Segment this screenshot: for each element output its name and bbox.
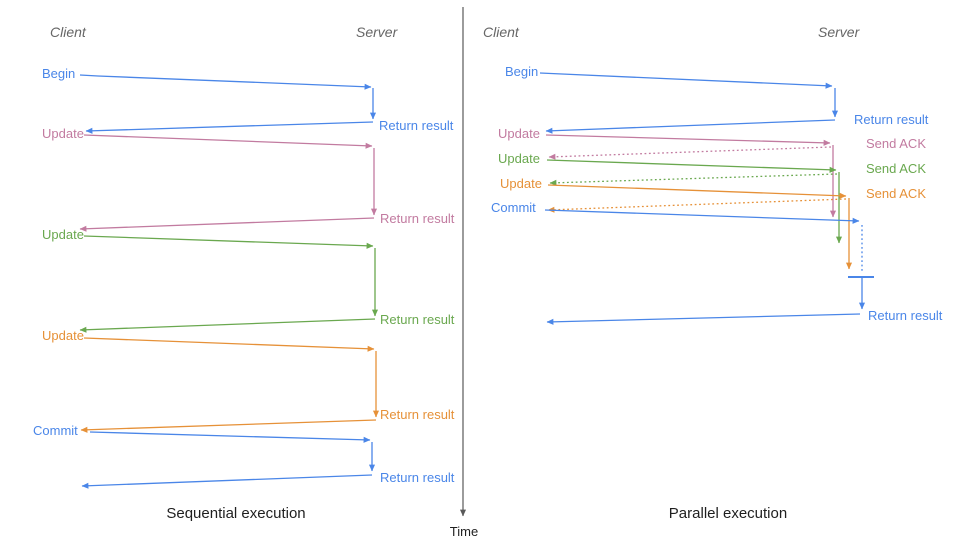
parallel-execution-label-7-send-ack: Send ACK — [866, 186, 926, 201]
sequential-execution-begin-response — [85, 121, 374, 134]
parallel-execution-update3-request — [547, 184, 847, 199]
sequential-execution-label-2-update: Update — [42, 126, 84, 141]
sequential-execution-commit-request — [89, 431, 371, 443]
sequential-execution-label-1-return-result: Return result — [379, 118, 454, 133]
sequential-execution-update2-request — [83, 235, 374, 249]
parallel-execution-update2-ack — [549, 173, 838, 186]
sequential-execution-label-3-return-result: Return result — [380, 211, 455, 226]
sequential-execution-update2-response — [79, 318, 376, 333]
parallel-execution-update3-ack — [547, 198, 847, 213]
sequential-execution-update3-request — [83, 337, 375, 352]
parallel-execution-header-server: Server — [818, 24, 861, 40]
sequential-execution-header-server: Server — [356, 24, 399, 40]
parallel-execution-update2-request — [546, 159, 837, 173]
parallel-execution-header-client: Client — [483, 24, 520, 40]
parallel-execution-commit-request — [544, 209, 860, 224]
sequential-execution-header-client: Client — [50, 24, 87, 40]
sequential-execution-begin-request — [79, 74, 372, 90]
sequential-execution-label-6-update: Update — [42, 328, 84, 343]
time-axis-label: Time — [450, 524, 478, 539]
sequential-execution-title: Sequential execution — [166, 505, 305, 522]
parallel-execution-label-8-commit: Commit — [491, 200, 536, 215]
parallel-execution-label-2-update: Update — [498, 126, 540, 141]
parallel-execution-title: Parallel execution — [669, 505, 787, 522]
sequential-execution-commit-response — [81, 474, 373, 489]
parallel-execution-update1-ack — [548, 146, 832, 160]
parallel-execution-label-0-begin: Begin — [505, 64, 538, 79]
parallel-execution-update1-request — [545, 134, 831, 146]
parallel-execution-commit-response — [546, 313, 861, 325]
sequential-execution-update3-response — [80, 419, 377, 433]
sequential-execution-label-7-return-result: Return result — [380, 407, 455, 422]
sequential-execution-update1-response — [79, 217, 375, 232]
sequential-execution-label-4-update: Update — [42, 227, 84, 242]
parallel-execution-label-9-return-result: Return result — [868, 308, 943, 323]
sequential-execution-label-9-return-result: Return result — [380, 470, 455, 485]
sequential-execution-update1-request — [83, 134, 373, 149]
parallel-execution-label-3-send-ack: Send ACK — [866, 136, 926, 151]
parallel-execution-label-1-return-result: Return result — [854, 112, 929, 127]
parallel-execution-begin-request — [539, 72, 833, 89]
parallel-execution-begin-response — [545, 119, 836, 134]
sequential-execution-label-0-begin: Begin — [42, 66, 75, 81]
sequential-execution-label-8-commit: Commit — [33, 423, 78, 438]
parallel-execution-label-6-update: Update — [500, 176, 542, 191]
sequential-execution-label-5-return-result: Return result — [380, 312, 455, 327]
parallel-execution-label-4-update: Update — [498, 151, 540, 166]
parallel-execution-label-5-send-ack: Send ACK — [866, 161, 926, 176]
